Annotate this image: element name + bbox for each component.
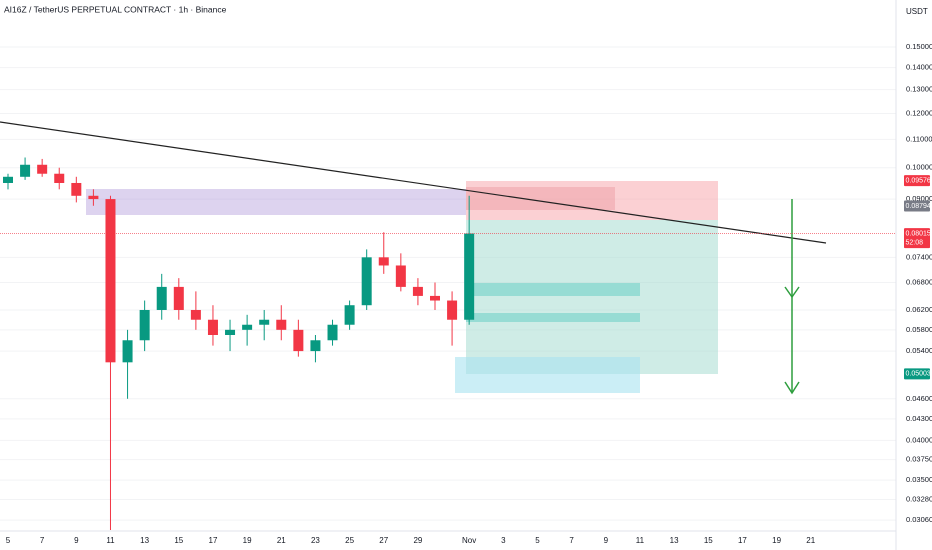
countdown: 52:08 — [906, 239, 924, 246]
y-tick-label: 0.09000 — [906, 194, 932, 203]
x-tick-label: 13 — [140, 536, 149, 545]
price-tag — [904, 368, 930, 380]
price-tag-label: 0.05003 — [906, 371, 931, 378]
candle-body — [71, 182, 82, 196]
x-tick-label: 9 — [74, 536, 79, 545]
candle-body — [378, 257, 389, 266]
candle-body — [430, 295, 440, 301]
candle-body — [447, 300, 458, 320]
y-tick-label: 0.04600 — [906, 394, 932, 403]
x-tick-label: 21 — [806, 536, 815, 545]
x-tick-label: 17 — [209, 536, 218, 545]
arrow-head — [784, 381, 800, 395]
price-tag — [904, 175, 930, 187]
candle-body — [327, 324, 338, 341]
demand-band — [466, 283, 640, 296]
x-tick-label: 3 — [501, 536, 506, 545]
x-tick-label: 7 — [569, 536, 574, 545]
price-tag-label: 0.08015 — [906, 230, 931, 237]
x-tick-label: 17 — [738, 536, 747, 545]
candle-body — [225, 329, 236, 335]
candle-body — [259, 319, 270, 325]
y-tick-label: 0.06200 — [906, 305, 932, 314]
candle-body — [361, 257, 372, 306]
candle-body — [412, 286, 423, 296]
x-tick-label: 11 — [106, 536, 115, 545]
target-zone — [466, 220, 718, 374]
candle-body — [207, 319, 218, 335]
x-tick-label: Nov — [462, 536, 476, 545]
y-tick-label: 0.12000 — [906, 108, 932, 117]
x-tick-label: 25 — [345, 536, 354, 545]
supply-zone — [86, 189, 466, 215]
candle-body — [105, 199, 116, 363]
candle-body — [37, 164, 48, 174]
x-tick-label: 5 — [6, 536, 11, 545]
stop-zone — [466, 181, 718, 220]
x-tick-label: 11 — [636, 536, 645, 545]
price-tag — [904, 200, 930, 212]
demand-band — [466, 313, 640, 322]
demand-box — [455, 357, 640, 393]
stop-zone-inner — [466, 187, 615, 210]
candle-body — [156, 286, 167, 310]
x-tick-label: 15 — [174, 536, 183, 545]
axis-unit: USDT — [906, 7, 928, 16]
candle-body — [88, 195, 99, 200]
candle-body — [54, 173, 65, 183]
arrow-head — [784, 286, 800, 299]
candle-body — [242, 324, 253, 330]
price-tag-label: 0.09576 — [906, 177, 931, 184]
candle-body — [122, 340, 133, 363]
y-tick-label: 0.04000 — [906, 435, 932, 444]
x-tick-label: 5 — [535, 536, 540, 545]
candle-body — [190, 309, 201, 320]
y-tick-label: 0.04300 — [906, 414, 932, 423]
x-tick-label: 19 — [243, 536, 252, 545]
y-tick-label: 0.14000 — [906, 63, 932, 72]
y-tick-label: 0.11000 — [906, 134, 932, 143]
x-tick-label: 21 — [277, 536, 286, 545]
candle-body — [276, 319, 287, 330]
x-tick-label: 19 — [772, 536, 781, 545]
y-tick-label: 0.05800 — [906, 325, 932, 334]
candle-body — [20, 164, 31, 177]
candles — [3, 157, 475, 530]
x-tick-label: 9 — [604, 536, 609, 545]
y-tick-label: 0.05400 — [906, 346, 932, 355]
chart-title: AI16Z / TetherUS PERPETUAL CONTRACT · 1h… — [4, 4, 227, 14]
x-tick-label: 7 — [40, 536, 45, 545]
y-tick-label: 0.03500 — [906, 475, 932, 484]
candle-body — [139, 309, 150, 341]
candle-body — [173, 286, 184, 310]
candle-body — [310, 340, 321, 352]
y-tick-label: 0.15000 — [906, 42, 932, 51]
y-tick-label: 0.06800 — [906, 277, 932, 286]
price-tag — [904, 228, 930, 249]
y-tick-label: 0.03060 — [906, 515, 932, 524]
y-tick-label: 0.03750 — [906, 455, 932, 464]
x-tick-label: 13 — [670, 536, 679, 545]
candle-body — [344, 305, 355, 325]
candle-body — [293, 329, 304, 352]
price-tag-label: 0.08794 — [906, 203, 931, 210]
x-tick-label: 15 — [704, 536, 713, 545]
candle-body — [3, 176, 13, 183]
y-tick-label: 0.07400 — [906, 252, 932, 261]
x-tick-label: 23 — [311, 536, 320, 545]
x-tick-label: 27 — [379, 536, 388, 545]
candle-body — [464, 233, 475, 320]
candle-body — [395, 265, 406, 287]
y-tick-label: 0.13000 — [906, 85, 932, 94]
trendline — [0, 121, 827, 244]
y-tick-label: 0.03280 — [906, 494, 932, 503]
y-tick-label: 0.10000 — [906, 163, 932, 172]
x-tick-label: 29 — [413, 536, 422, 545]
